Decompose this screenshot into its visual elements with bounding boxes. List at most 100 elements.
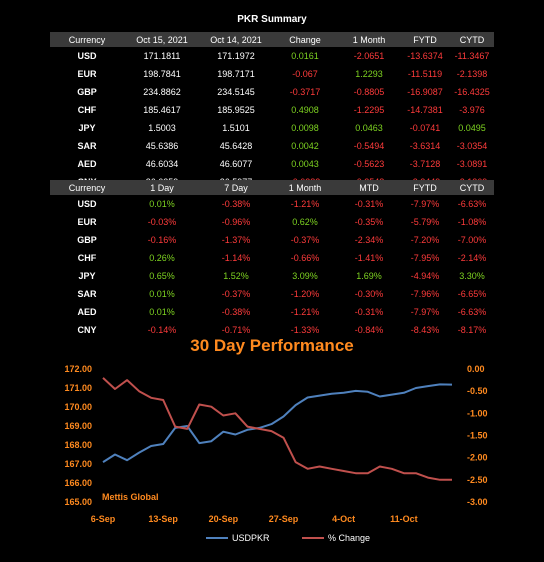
currency-code: GBP <box>77 235 97 245</box>
column-header: Oct 15, 2021 <box>124 32 200 47</box>
change-value: -3.0354 <box>456 141 488 151</box>
currency-code: SAR <box>77 141 97 151</box>
y-right-tick-label: -0.50 <box>467 386 488 396</box>
currency-code: AED <box>77 307 97 317</box>
change-value: -6.65% <box>457 289 487 299</box>
summary-title: PKR Summary <box>237 14 307 25</box>
y-left-tick-label: 166.00 <box>64 478 92 488</box>
change-value: 0.01% <box>149 289 175 299</box>
column-header: 1 Month <box>272 180 338 195</box>
change-value: 0.0043 <box>291 159 319 169</box>
y-right-tick-label: 0.00 <box>467 364 485 374</box>
y-left-tick-label: 165.00 <box>64 497 92 507</box>
y-left-tick-label: 172.00 <box>64 364 92 374</box>
change-value: 0.62% <box>292 217 318 227</box>
column-header: FYTD <box>400 32 450 47</box>
change-value: -0.31% <box>354 307 384 317</box>
change-value: -1.08% <box>457 217 487 227</box>
change-value: 1.69% <box>356 271 382 281</box>
change-value: -13.6374 <box>407 51 443 61</box>
pkr-rates-table: Currency Oct 15, 2021 Oct 14, 2021 Change 1 … <box>50 32 494 191</box>
x-tick-label: 4-Oct <box>332 514 355 524</box>
table-row: GBP 234.8862 234.5145 -0.3717 -0.8805 -16.908… <box>50 83 494 101</box>
currency-code: CNY <box>77 325 97 335</box>
change-value: -7.97% <box>410 307 440 317</box>
rate-value: 171.1811 <box>143 51 181 61</box>
table-row: JPY 1.5003 1.5101 0.0098 0.0463 -0.0741 0.0495 <box>50 119 494 137</box>
change-value: -0.8805 <box>353 87 385 97</box>
change-value: -2.0651 <box>353 51 385 61</box>
column-header: Currency <box>50 32 124 47</box>
change-value: 0.26% <box>149 253 175 263</box>
column-header: 1 Day <box>124 180 200 195</box>
column-header: MTD <box>338 180 400 195</box>
change-value: -8.17% <box>457 325 487 335</box>
x-tick-label: 13-Sep <box>148 514 178 524</box>
table-row: CHF 185.4617 185.9525 0.4908 -1.2295 -14.7381… <box>50 101 494 119</box>
change-value: -0.067 <box>292 69 318 79</box>
change-value: 3.30% <box>459 271 485 281</box>
rate-value: 46.6077 <box>219 159 253 169</box>
pct-change-series-line <box>102 377 452 481</box>
x-tick-label: 20-Sep <box>209 514 239 524</box>
rate-value: 1.5003 <box>148 123 176 133</box>
rate-value: 45.6428 <box>219 141 253 151</box>
chart-title: 30 Day Performance <box>190 336 354 355</box>
performance-chart: 165.00 166.00 167.00 168.00 169.00 170.00 171.… <box>64 364 488 543</box>
change-value: -11.3467 <box>454 51 490 61</box>
currency-code: AED <box>77 159 97 169</box>
pkr-performance-table: Currency 1 Day 7 Day 1 Month MTD FYTD CYTD USD 0… <box>50 180 494 339</box>
performance-header-row: Currency 1 Day 7 Day 1 Month MTD FYTD CYTD <box>50 180 494 195</box>
change-value: -2.14% <box>457 253 487 263</box>
x-tick-label: 6-Sep <box>91 514 116 524</box>
change-value: 0.01% <box>149 307 175 317</box>
x-tick-label: 11-Oct <box>390 514 418 524</box>
y-left-tick-label: 170.00 <box>64 402 92 412</box>
change-value: 0.4908 <box>291 105 319 115</box>
currency-code: CHF <box>77 105 97 115</box>
table-row: SAR 0.01% -0.37% -1.20% -0.30% -7.96% -6.65% <box>50 285 494 303</box>
table-row: AED 46.6034 46.6077 0.0043 -0.5623 -3.7128 -3.… <box>50 155 494 173</box>
currency-code: JPY <box>78 123 96 133</box>
change-value: -6.63% <box>457 199 487 209</box>
rate-value: 46.6034 <box>145 159 179 169</box>
change-value: -7.97% <box>410 199 440 209</box>
change-value: -0.66% <box>290 253 320 263</box>
change-value: -7.95% <box>410 253 440 263</box>
table-row: SAR 45.6386 45.6428 0.0042 -0.5494 -3.6314 -3.… <box>50 137 494 155</box>
y-right-tick-label: -3.00 <box>467 497 488 507</box>
usdpkr-series-line <box>102 383 453 463</box>
watermark-text: Mettis Global <box>102 492 159 502</box>
y-left-tick-label: 169.00 <box>64 421 92 431</box>
change-value: 1.52% <box>223 271 249 281</box>
currency-code: USD <box>77 51 97 61</box>
change-value: -6.63% <box>457 307 487 317</box>
change-value: -1.21% <box>290 199 320 209</box>
table-row: EUR -0.03% -0.96% 0.62% -0.35% -5.79% -1.08% <box>50 213 494 231</box>
change-value: 0.0463 <box>355 123 383 133</box>
change-value: -0.96% <box>221 217 251 227</box>
change-value: -3.0891 <box>456 159 488 169</box>
change-value: -7.96% <box>410 289 440 299</box>
column-header: Change <box>272 32 338 47</box>
currency-code: JPY <box>78 271 96 281</box>
change-value: -0.16% <box>147 235 177 245</box>
column-header: Currency <box>50 180 124 195</box>
change-value: -0.37% <box>221 289 251 299</box>
y-right-tick-label: -1.00 <box>467 408 488 418</box>
change-value: -8.43% <box>410 325 440 335</box>
table-row: EUR 198.7841 198.7171 -0.067 1.2293 -11.5119 -… <box>50 65 494 83</box>
change-value: -1.20% <box>290 289 320 299</box>
y-right-tick-label: -1.50 <box>467 431 488 441</box>
change-value: -1.2295 <box>353 105 385 115</box>
table-row: JPY 0.65% 1.52% 3.09% 1.69% -4.94% 3.30% <box>50 267 494 285</box>
rate-value: 1.5101 <box>222 123 250 133</box>
change-value: -0.5494 <box>353 141 385 151</box>
change-value: -3.7128 <box>409 159 441 169</box>
rate-value: 185.4617 <box>143 105 181 115</box>
change-value: 1.2293 <box>355 69 383 79</box>
change-value: -0.71% <box>221 325 251 335</box>
change-value: -0.30% <box>354 289 384 299</box>
change-value: -1.14% <box>221 253 251 263</box>
change-value: -0.38% <box>221 199 251 209</box>
